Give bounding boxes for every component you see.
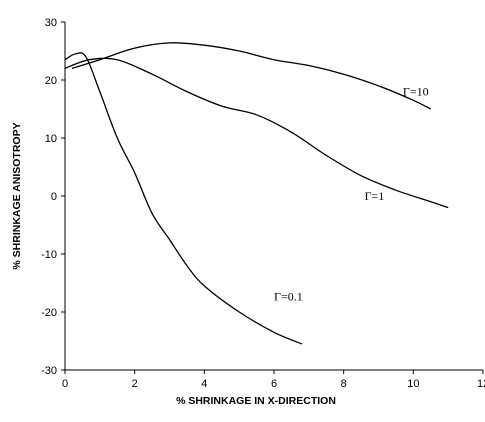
series-group (64, 42, 449, 345)
series-label-2: Γ=0.1 (274, 289, 303, 303)
series-line-1 (64, 57, 449, 209)
x-tick-label: 4 (201, 378, 207, 390)
y-tick-label: -10 (41, 249, 57, 261)
x-axis-title: % SHRINKAGE IN X-DIRECTION (176, 395, 336, 407)
y-axis-title: % SHRINKAGE ANISOTROPY (11, 122, 23, 269)
y-tick-label: 30 (45, 17, 57, 29)
x-tick-label: 8 (341, 378, 347, 390)
y-tick-label: -30 (41, 365, 57, 377)
x-tick-label: 6 (271, 378, 277, 390)
series-line-2 (64, 52, 303, 345)
x-tick-label: 2 (132, 378, 138, 390)
series-label-0: Γ=10 (403, 85, 429, 99)
y-tick-label: 20 (45, 75, 57, 87)
series-labels: Γ=10 Γ=1 Γ=0.1 (274, 85, 429, 304)
x-tick-label: 0 (62, 378, 68, 390)
ticks: 0 2 4 6 8 10 12 -30 -20 -10 0 10 20 30 (41, 17, 485, 390)
y-tick-label: 0 (51, 191, 57, 203)
y-tick-label: 10 (45, 133, 57, 145)
series-label-1: Γ=1 (365, 189, 385, 203)
x-tick-label: 10 (407, 378, 419, 390)
series-line-0 (71, 42, 432, 110)
y-tick-label: -20 (41, 307, 57, 319)
x-tick-label: 12 (477, 378, 485, 390)
axes (64, 22, 483, 371)
